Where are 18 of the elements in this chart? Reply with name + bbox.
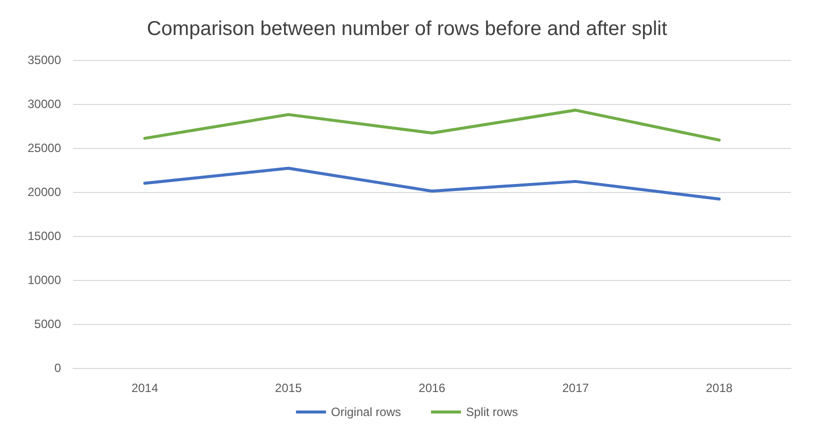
y-tick-label: 5000 [34,317,62,331]
x-tick-label: 2018 [706,381,733,395]
y-tick-label: 30000 [28,97,62,111]
x-tick-label: 2017 [562,381,590,395]
y-tick-label: 0 [54,361,62,375]
y-tick-label: 25000 [28,141,62,155]
chart-title: Comparison between number of rows before and after split [146,18,668,40]
x-tick-label: 2015 [275,381,302,395]
x-tick-label: 2016 [418,381,446,395]
y-tick-label: 35000 [28,53,62,67]
legend-label: Split rows [466,405,518,419]
line-series [143,108,721,142]
y-tick-label: 10000 [28,273,62,287]
legend-label: Original rows [330,405,402,419]
line-series [143,166,721,201]
y-tick-label: 20000 [28,185,62,199]
y-tick-label: 15000 [28,229,62,243]
x-tick-label: 2014 [131,381,158,395]
